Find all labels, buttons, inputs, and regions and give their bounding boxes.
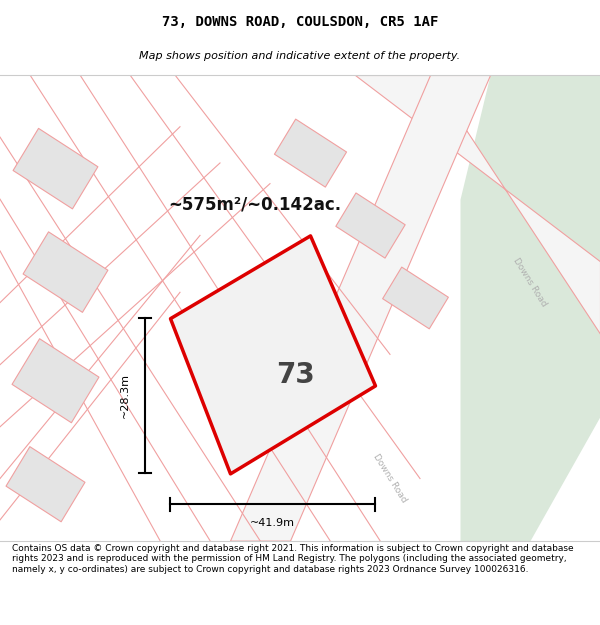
Text: ~41.9m: ~41.9m (250, 518, 295, 528)
Text: 73: 73 (275, 361, 314, 389)
Text: Downs Road: Downs Road (511, 256, 548, 308)
Text: ~28.3m: ~28.3m (120, 373, 130, 418)
Text: Downs Road: Downs Road (371, 452, 409, 504)
Text: 73, DOWNS ROAD, COULSDON, CR5 1AF: 73, DOWNS ROAD, COULSDON, CR5 1AF (162, 16, 438, 29)
Text: ~575m²/~0.142ac.: ~575m²/~0.142ac. (169, 196, 341, 213)
Text: Contains OS data © Crown copyright and database right 2021. This information is : Contains OS data © Crown copyright and d… (12, 544, 574, 574)
Text: Map shows position and indicative extent of the property.: Map shows position and indicative extent… (139, 51, 461, 61)
